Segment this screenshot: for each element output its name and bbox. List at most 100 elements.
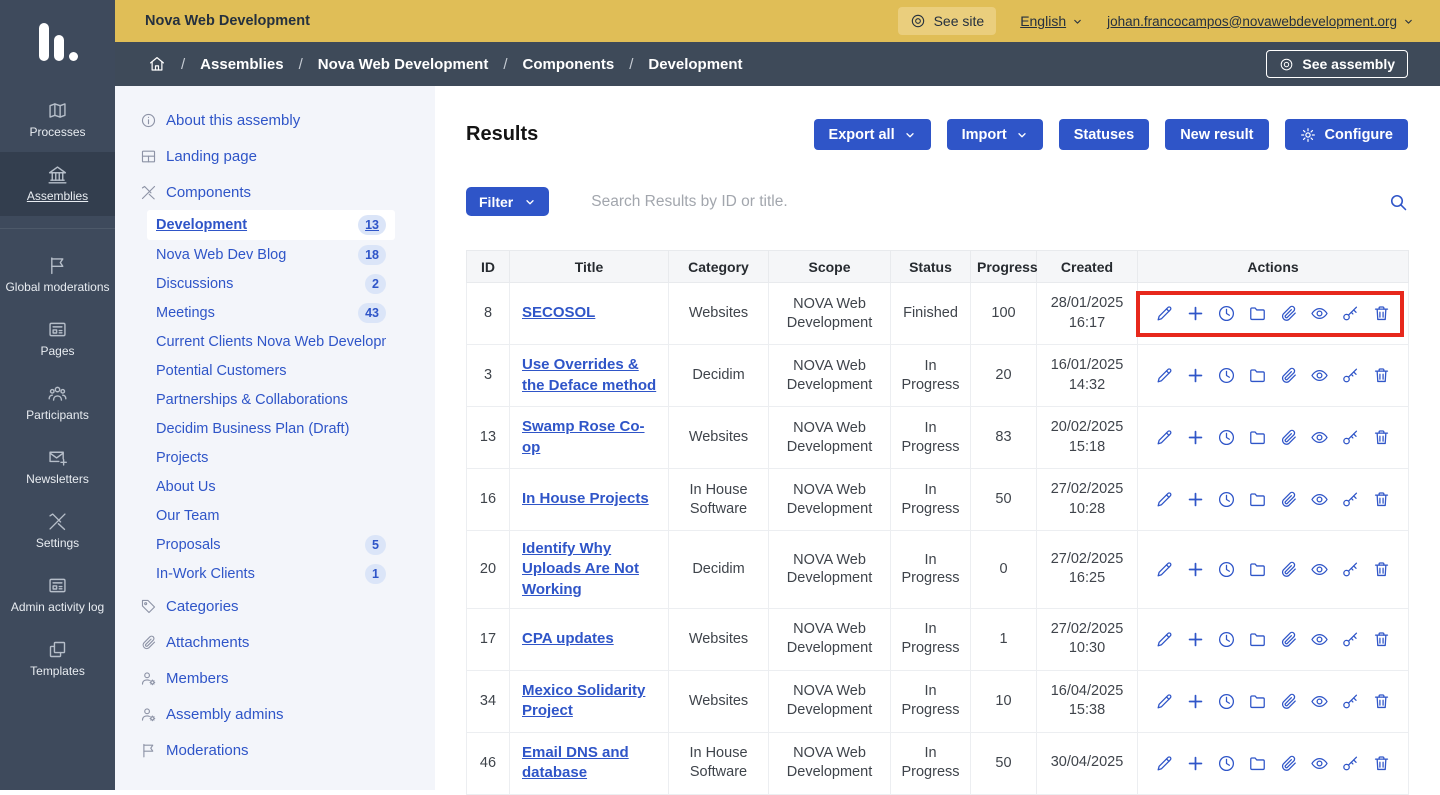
result-title-link[interactable]: Swamp Rose Co-op	[522, 418, 645, 456]
preview-icon[interactable]	[1310, 754, 1329, 773]
subsidebar-item-landing-page[interactable]: Landing page	[115, 138, 435, 174]
preview-icon[interactable]	[1310, 304, 1329, 323]
filter-button[interactable]: Filter	[466, 187, 550, 216]
edit-icon[interactable]	[1155, 754, 1174, 773]
folder-icon[interactable]	[1248, 630, 1267, 649]
component-item-development[interactable]: Development 13	[147, 210, 395, 240]
component-item-decidim-business-plan-draft[interactable]: Decidim Business Plan (Draft)	[147, 414, 395, 443]
delete-icon[interactable]	[1372, 754, 1391, 773]
attachments-icon[interactable]	[1279, 428, 1298, 447]
sidebar-item-templates[interactable]: Templates	[0, 627, 115, 691]
breadcrumb-item-development[interactable]: Development	[648, 55, 743, 73]
edit-icon[interactable]	[1155, 304, 1174, 323]
delete-icon[interactable]	[1372, 366, 1391, 385]
add-icon[interactable]	[1186, 428, 1205, 447]
permissions-icon[interactable]	[1341, 428, 1360, 447]
edit-icon[interactable]	[1155, 428, 1174, 447]
permissions-icon[interactable]	[1341, 490, 1360, 509]
delete-icon[interactable]	[1372, 428, 1391, 447]
permissions-icon[interactable]	[1341, 560, 1360, 579]
permissions-icon[interactable]	[1341, 304, 1360, 323]
search-icon[interactable]	[1388, 192, 1408, 212]
breadcrumb-item-nova-web-development[interactable]: Nova Web Development	[317, 55, 489, 73]
history-icon[interactable]	[1217, 366, 1236, 385]
result-title-link[interactable]: Identify Why Uploads Are Not Working	[522, 540, 639, 598]
edit-icon[interactable]	[1155, 490, 1174, 509]
history-icon[interactable]	[1217, 692, 1236, 711]
result-title-link[interactable]: Email DNS and database	[522, 744, 629, 782]
sidebar-item-global-moderations[interactable]: Global moderations	[0, 243, 115, 307]
attachments-icon[interactable]	[1279, 754, 1298, 773]
permissions-icon[interactable]	[1341, 366, 1360, 385]
edit-icon[interactable]	[1155, 630, 1174, 649]
export-all-button[interactable]: Export all	[813, 119, 931, 150]
sidebar-item-admin-activity-log[interactable]: Admin activity log	[0, 563, 115, 627]
sidebar-item-assemblies[interactable]: Assemblies	[0, 152, 115, 216]
history-icon[interactable]	[1217, 754, 1236, 773]
permissions-icon[interactable]	[1341, 630, 1360, 649]
sidebar-item-participants[interactable]: Participants	[0, 371, 115, 435]
component-item-our-team[interactable]: Our Team	[147, 501, 395, 530]
component-item-nova-web-dev-blog[interactable]: Nova Web Dev Blog 18	[147, 240, 395, 269]
edit-icon[interactable]	[1155, 366, 1174, 385]
component-item-discussions[interactable]: Discussions 2	[147, 269, 395, 298]
sidebar-item-newsletters[interactable]: Newsletters	[0, 435, 115, 499]
folder-icon[interactable]	[1248, 366, 1267, 385]
attachments-icon[interactable]	[1279, 630, 1298, 649]
statuses-button[interactable]: Statuses	[1058, 119, 1150, 150]
add-icon[interactable]	[1186, 754, 1205, 773]
subsidebar-item-moderations[interactable]: Moderations	[115, 732, 435, 768]
add-icon[interactable]	[1186, 490, 1205, 509]
result-title-link[interactable]: SECOSOL	[522, 304, 596, 322]
component-item-potential-customers[interactable]: Potential Customers	[147, 356, 395, 385]
attachments-icon[interactable]	[1279, 692, 1298, 711]
search-input[interactable]	[589, 191, 1374, 212]
history-icon[interactable]	[1217, 490, 1236, 509]
subsidebar-item-attachments[interactable]: Attachments	[115, 624, 435, 660]
folder-icon[interactable]	[1248, 754, 1267, 773]
folder-icon[interactable]	[1248, 692, 1267, 711]
result-title-link[interactable]: In House Projects	[522, 490, 649, 508]
attachments-icon[interactable]	[1279, 490, 1298, 509]
folder-icon[interactable]	[1248, 304, 1267, 323]
breadcrumb-item-components[interactable]: Components	[522, 55, 615, 73]
sidebar-item-processes[interactable]: Processes	[0, 88, 115, 152]
preview-icon[interactable]	[1310, 630, 1329, 649]
subsidebar-item-about-this-assembly[interactable]: About this assembly	[115, 102, 435, 138]
sidebar-item-settings[interactable]: Settings	[0, 499, 115, 563]
component-item-in-work-clients[interactable]: In-Work Clients 1	[147, 559, 395, 588]
edit-icon[interactable]	[1155, 692, 1174, 711]
see-site-button[interactable]: See site	[897, 7, 997, 35]
home-icon[interactable]	[148, 55, 166, 73]
sidebar-item-pages[interactable]: Pages	[0, 307, 115, 371]
add-icon[interactable]	[1186, 630, 1205, 649]
folder-icon[interactable]	[1248, 490, 1267, 509]
import-button[interactable]: Import	[946, 119, 1043, 150]
component-item-partnerships-collaborations[interactable]: Partnerships & Collaborations	[147, 385, 395, 414]
language-selector[interactable]: English	[1020, 13, 1083, 29]
folder-icon[interactable]	[1248, 560, 1267, 579]
subsidebar-item-members[interactable]: Members	[115, 660, 435, 696]
preview-icon[interactable]	[1310, 692, 1329, 711]
new-result-button[interactable]: New result	[1165, 119, 1269, 150]
add-icon[interactable]	[1186, 366, 1205, 385]
permissions-icon[interactable]	[1341, 692, 1360, 711]
permissions-icon[interactable]	[1341, 754, 1360, 773]
edit-icon[interactable]	[1155, 560, 1174, 579]
preview-icon[interactable]	[1310, 490, 1329, 509]
see-assembly-button[interactable]: See assembly	[1266, 50, 1408, 78]
component-item-projects[interactable]: Projects	[147, 443, 395, 472]
decidim-logo[interactable]	[0, 0, 115, 84]
preview-icon[interactable]	[1310, 560, 1329, 579]
component-item-current-clients-nova-web-development[interactable]: Current Clients Nova Web Development	[147, 327, 395, 356]
result-title-link[interactable]: Use Overrides & the Deface method	[522, 356, 657, 394]
result-title-link[interactable]: Mexico Solidarity Project	[522, 682, 646, 720]
breadcrumb-item-assemblies[interactable]: Assemblies	[200, 55, 284, 73]
subsidebar-item-assembly-admins[interactable]: Assembly admins	[115, 696, 435, 732]
configure-button[interactable]: Configure	[1284, 119, 1408, 150]
subsidebar-item-components[interactable]: Components	[115, 174, 435, 210]
component-item-meetings[interactable]: Meetings 43	[147, 298, 395, 327]
folder-icon[interactable]	[1248, 428, 1267, 447]
organization-name[interactable]: Nova Web Development	[145, 13, 310, 29]
attachments-icon[interactable]	[1279, 560, 1298, 579]
